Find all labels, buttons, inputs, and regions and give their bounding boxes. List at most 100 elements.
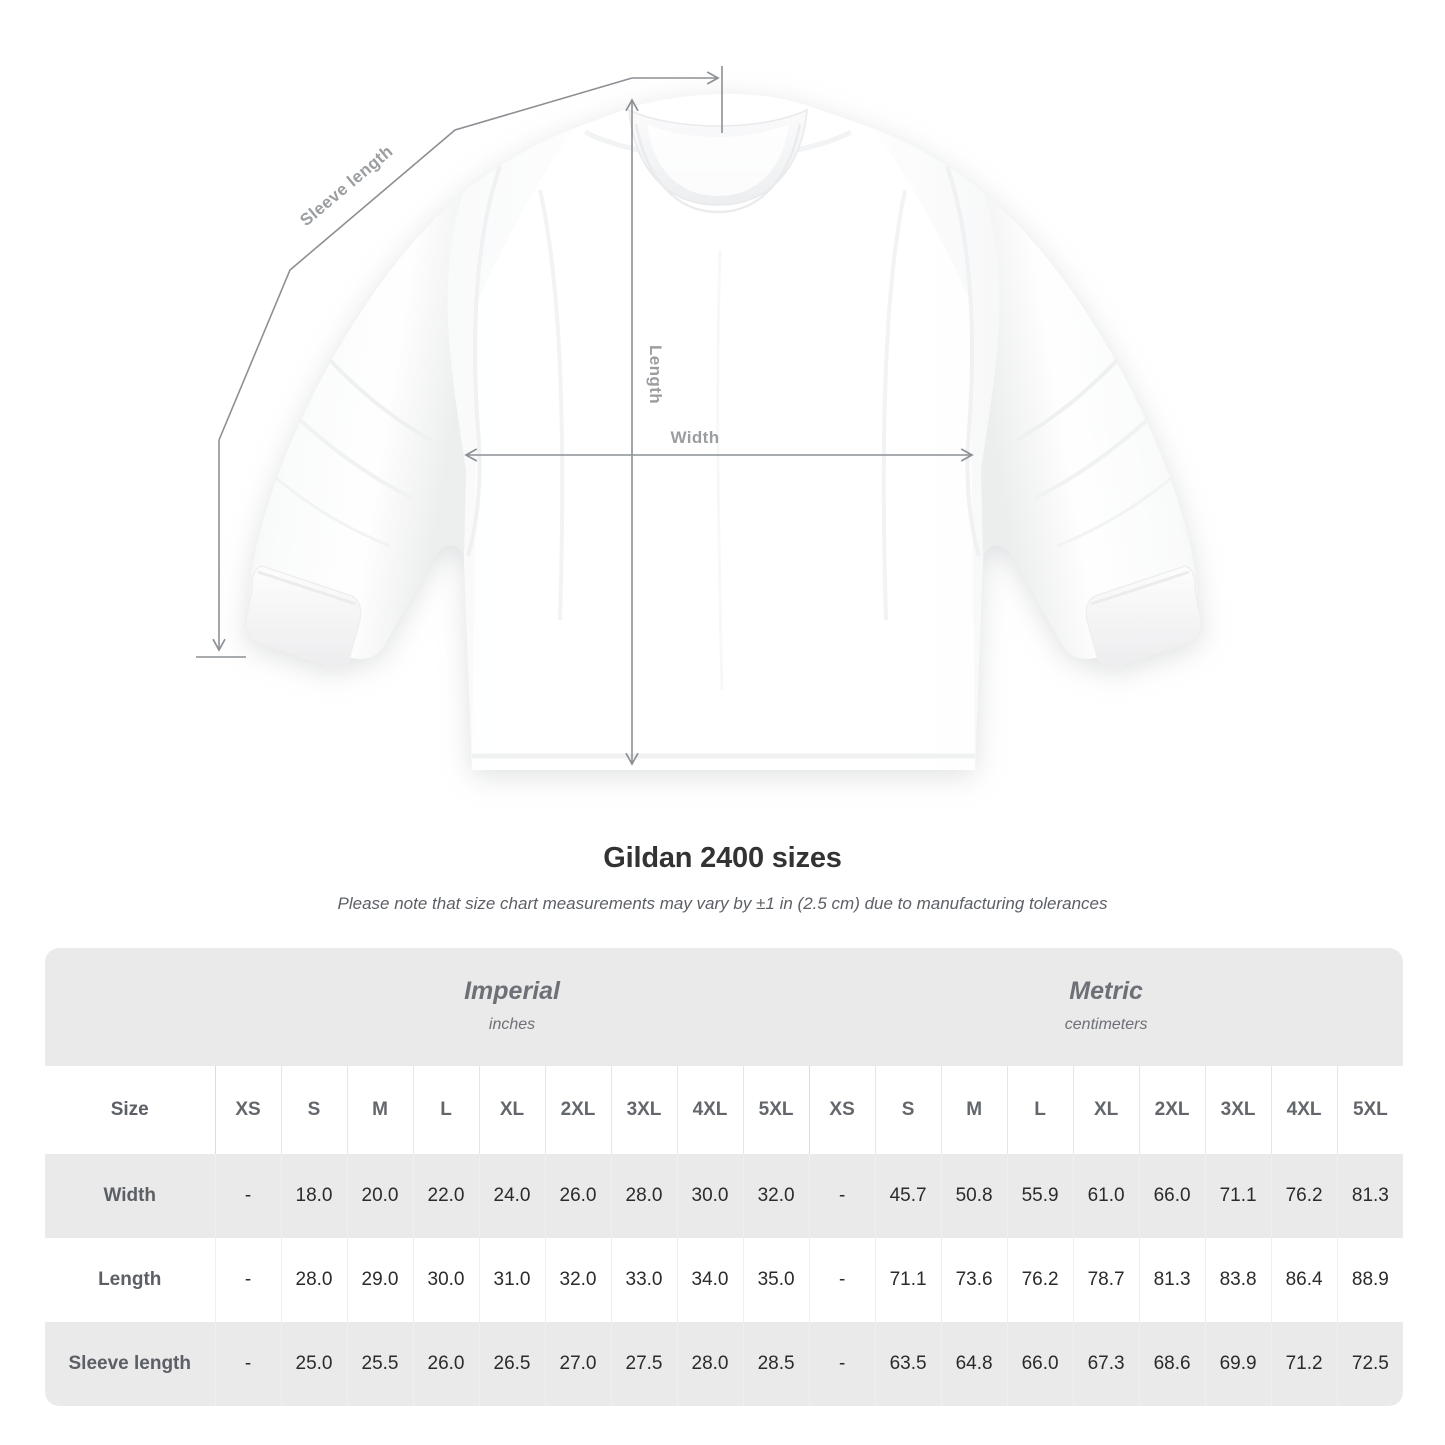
cell-width-metric-7: 76.2 [1270, 1154, 1338, 1238]
cell-sleeve-imperial-3: 26.0 [412, 1322, 479, 1406]
table-row: Width - 18.0 20.0 22.0 24.0 26.0 28.0 30… [45, 1154, 1404, 1238]
size-table: Imperial inches Metric centimeters Size … [45, 948, 1404, 1406]
cell-width-metric-8: 81.3 [1336, 1154, 1404, 1238]
size-col-metric-3: L [1006, 1066, 1074, 1154]
cell-sleeve-metric-8: 72.5 [1336, 1322, 1404, 1406]
tolerance-note: Please note that size chart measurements… [337, 894, 1108, 913]
width-label: Width [670, 428, 719, 447]
cell-sleeve-imperial-4: 26.5 [478, 1322, 545, 1406]
table-row: Sleeve length - 25.0 25.5 26.0 26.5 27.0… [45, 1322, 1404, 1406]
cell-width-imperial-4: 24.0 [478, 1154, 545, 1238]
row-label-sleeve-length: Sleeve length [45, 1322, 215, 1406]
cell-sleeve-metric-4: 67.3 [1072, 1322, 1140, 1406]
body-front-panel [472, 105, 975, 770]
size-header-label: Size [45, 1066, 215, 1154]
cell-length-imperial-8: 35.0 [742, 1238, 810, 1322]
cell-length-metric-4: 78.7 [1072, 1238, 1140, 1322]
size-col-imperial-5: 2XL [544, 1066, 611, 1154]
cell-sleeve-imperial-5: 27.0 [544, 1322, 611, 1406]
table-row: Length - 28.0 29.0 30.0 31.0 32.0 33.0 3… [45, 1238, 1404, 1322]
cell-length-imperial-3: 30.0 [412, 1238, 479, 1322]
garment-illustration: Sleeve length Length Width [196, 66, 1202, 770]
size-col-metric-6: 3XL [1204, 1066, 1272, 1154]
cell-sleeve-metric-2: 64.8 [940, 1322, 1008, 1406]
collar-inner [647, 124, 789, 196]
left-armhole-seam [466, 165, 502, 557]
cell-width-imperial-6: 28.0 [610, 1154, 677, 1238]
cell-length-metric-0: - [808, 1238, 876, 1322]
cell-sleeve-imperial-7: 28.0 [676, 1322, 743, 1406]
cell-length-metric-6: 83.8 [1204, 1238, 1272, 1322]
cell-width-metric-4: 61.0 [1072, 1154, 1140, 1238]
cell-sleeve-imperial-6: 27.5 [610, 1322, 677, 1406]
size-col-metric-0: XS [808, 1066, 876, 1154]
cell-length-imperial-6: 33.0 [610, 1238, 677, 1322]
banner-spacer [45, 948, 215, 1066]
cell-width-imperial-1: 18.0 [280, 1154, 347, 1238]
cell-width-imperial-2: 20.0 [346, 1154, 413, 1238]
size-col-metric-1: S [874, 1066, 942, 1154]
dimension-annotations [196, 66, 974, 766]
size-col-metric-2: M [940, 1066, 1008, 1154]
cell-length-imperial-2: 29.0 [346, 1238, 413, 1322]
cell-width-metric-6: 71.1 [1204, 1154, 1272, 1238]
cell-length-metric-2: 73.6 [940, 1238, 1008, 1322]
right-sleeve-shade [981, 193, 1198, 659]
unit-sub-imperial: inches [488, 1015, 536, 1033]
size-table-container: Imperial inches Metric centimeters Size … [45, 948, 1404, 1406]
unit-group-metric: Metric centimeters [809, 948, 1404, 1066]
size-header-row: Size XS S M L XL 2XL 3XL 4XL 5XL XS S M … [45, 1066, 1404, 1154]
unit-name-imperial: Imperial [464, 976, 560, 1005]
cell-width-imperial-0: - [214, 1154, 281, 1238]
page-title: Gildan 2400 sizes [603, 842, 842, 874]
cell-length-metric-8: 88.9 [1336, 1238, 1404, 1322]
cell-sleeve-metric-7: 71.2 [1270, 1322, 1338, 1406]
unit-sub-metric: centimeters [1064, 1015, 1148, 1033]
cell-width-metric-1: 45.7 [874, 1154, 942, 1238]
cell-sleeve-imperial-8: 28.5 [742, 1322, 810, 1406]
shirt-graphic [245, 93, 1202, 770]
size-col-metric-4: XL [1072, 1066, 1140, 1154]
cell-length-metric-3: 76.2 [1006, 1238, 1074, 1322]
unit-banner-row: Imperial inches Metric centimeters [45, 948, 1404, 1066]
size-col-metric-7: 4XL [1270, 1066, 1338, 1154]
size-col-imperial-3: L [412, 1066, 479, 1154]
row-label-width: Width [45, 1154, 215, 1238]
cell-length-metric-1: 71.1 [874, 1238, 942, 1322]
left-sleeve-shade [249, 193, 466, 659]
sleeve-length-label: Sleeve length [296, 142, 396, 230]
cell-sleeve-imperial-0: - [214, 1322, 281, 1406]
cell-length-metric-7: 86.4 [1270, 1238, 1338, 1322]
cell-sleeve-metric-5: 68.6 [1138, 1322, 1206, 1406]
cell-sleeve-metric-6: 69.9 [1204, 1322, 1272, 1406]
unit-name-metric: Metric [1069, 976, 1143, 1005]
cell-length-metric-5: 81.3 [1138, 1238, 1206, 1322]
size-col-imperial-8: 5XL [742, 1066, 810, 1154]
cell-width-imperial-8: 32.0 [742, 1154, 810, 1238]
left-cuff [245, 565, 362, 668]
cell-length-imperial-7: 34.0 [676, 1238, 743, 1322]
cell-length-imperial-4: 31.0 [478, 1238, 545, 1322]
size-col-imperial-0: XS [214, 1066, 281, 1154]
right-armhole-seam [945, 165, 981, 557]
unit-group-imperial: Imperial inches [215, 948, 810, 1066]
size-col-imperial-6: 3XL [610, 1066, 677, 1154]
size-col-imperial-7: 4XL [676, 1066, 743, 1154]
size-col-imperial-1: S [280, 1066, 347, 1154]
size-col-imperial-4: XL [478, 1066, 545, 1154]
cell-length-imperial-0: - [214, 1238, 281, 1322]
size-col-metric-5: 2XL [1138, 1066, 1206, 1154]
cell-width-metric-0: - [808, 1154, 876, 1238]
cell-width-imperial-5: 26.0 [544, 1154, 611, 1238]
cell-length-imperial-5: 32.0 [544, 1238, 611, 1322]
sleeve-length-dimension [196, 66, 723, 658]
cell-length-imperial-1: 28.0 [280, 1238, 347, 1322]
heading-block: Gildan 2400 sizes Please note that size … [0, 838, 1445, 916]
cell-sleeve-metric-3: 66.0 [1006, 1322, 1074, 1406]
cell-width-metric-2: 50.8 [940, 1154, 1008, 1238]
cell-sleeve-metric-1: 63.5 [874, 1322, 942, 1406]
cell-sleeve-imperial-2: 25.5 [346, 1322, 413, 1406]
length-label: Length [646, 345, 665, 404]
cell-width-imperial-3: 22.0 [412, 1154, 479, 1238]
